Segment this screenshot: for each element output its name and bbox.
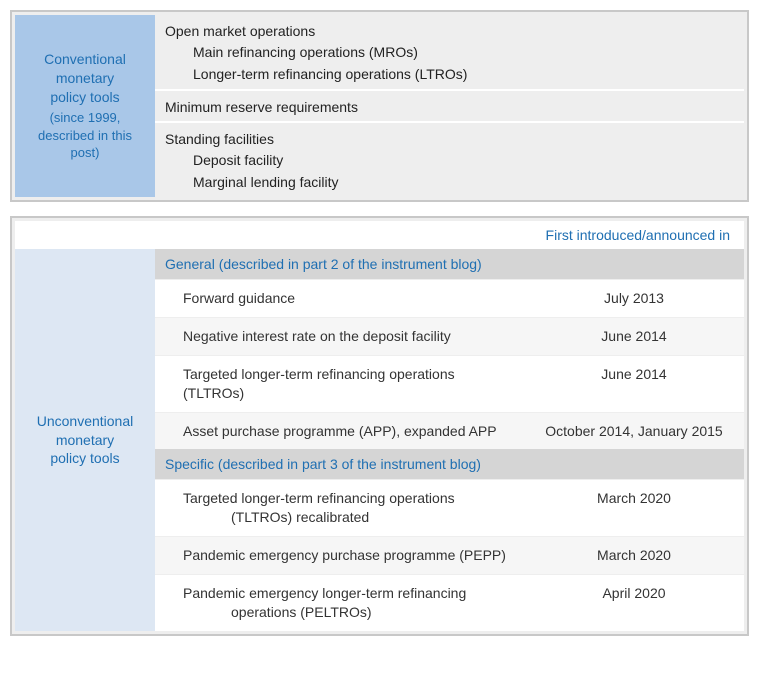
conventional-side-label: Conventional monetary policy tools (sinc… bbox=[15, 15, 155, 197]
label-subtext: described in this bbox=[38, 127, 132, 145]
row-date: March 2020 bbox=[524, 480, 744, 536]
section-title: Standing facilities bbox=[165, 129, 734, 149]
section-item: Deposit facility bbox=[165, 149, 734, 171]
label-text: monetary bbox=[38, 69, 132, 88]
section-item: Marginal lending facility bbox=[165, 171, 734, 193]
row-name-line1: Targeted longer-term refinancing operati… bbox=[183, 490, 455, 506]
section-min-reserve: Minimum reserve requirements bbox=[155, 91, 744, 121]
row-name: Targeted longer-term refinancing operati… bbox=[155, 480, 524, 536]
unconventional-side-label: Unconventional monetary policy tools bbox=[15, 249, 155, 631]
section-standing-facilities: Standing facilities Deposit facility Mar… bbox=[155, 123, 744, 197]
group-header-specific: Specific (described in part 3 of the ins… bbox=[155, 449, 744, 479]
section-open-market: Open market operations Main refinancing … bbox=[155, 15, 744, 89]
table-row: Forward guidance July 2013 bbox=[155, 279, 744, 317]
conventional-panel: Conventional monetary policy tools (sinc… bbox=[10, 10, 749, 202]
table-row: Asset purchase programme (APP), expanded… bbox=[155, 412, 744, 450]
row-name: Pandemic emergency longer-term refinanci… bbox=[155, 575, 524, 631]
section-title: Open market operations bbox=[165, 21, 734, 41]
section-item: Main refinancing operations (MROs) bbox=[165, 41, 734, 63]
row-date: April 2020 bbox=[524, 575, 744, 631]
row-name: Targeted longer-term refinancing operati… bbox=[155, 356, 524, 412]
conventional-content: Open market operations Main refinancing … bbox=[155, 15, 744, 197]
row-name: Pandemic emergency purchase programme (P… bbox=[155, 537, 524, 574]
row-name: Asset purchase programme (APP), expanded… bbox=[155, 413, 524, 450]
row-date: June 2014 bbox=[524, 356, 744, 412]
label-text: monetary bbox=[37, 431, 134, 450]
row-name: Negative interest rate on the deposit fa… bbox=[155, 318, 524, 355]
row-date: July 2013 bbox=[524, 280, 744, 317]
row-date: March 2020 bbox=[524, 537, 744, 574]
label-text: policy tools bbox=[38, 88, 132, 107]
table-row: Targeted longer-term refinancing operati… bbox=[155, 355, 744, 412]
row-date: June 2014 bbox=[524, 318, 744, 355]
column-header-date: First introduced/announced in bbox=[15, 221, 744, 249]
unconventional-panel: First introduced/announced in Unconventi… bbox=[10, 216, 749, 636]
table-row: Pandemic emergency longer-term refinanci… bbox=[155, 574, 744, 631]
label-text: policy tools bbox=[37, 449, 134, 468]
table-row: Pandemic emergency purchase programme (P… bbox=[155, 536, 744, 574]
row-name: Forward guidance bbox=[155, 280, 524, 317]
table-row: Negative interest rate on the deposit fa… bbox=[155, 317, 744, 355]
row-date: October 2014, January 2015 bbox=[524, 413, 744, 450]
row-name-line2: operations (PELTROs) bbox=[183, 603, 514, 622]
row-name-line2: (TLTROs) recalibrated bbox=[183, 508, 514, 527]
row-name-line1: Pandemic emergency longer-term refinanci… bbox=[183, 585, 466, 601]
label-subtext: (since 1999, bbox=[38, 109, 132, 127]
section-item: Longer-term refinancing operations (LTRO… bbox=[165, 63, 734, 85]
section-title: Minimum reserve requirements bbox=[165, 97, 734, 117]
label-text: Conventional bbox=[38, 50, 132, 69]
unconventional-content: General (described in part 2 of the inst… bbox=[155, 249, 744, 631]
label-text: Unconventional bbox=[37, 412, 134, 431]
label-subtext: post) bbox=[38, 144, 132, 162]
group-header-general: General (described in part 2 of the inst… bbox=[155, 249, 744, 279]
table-row: Targeted longer-term refinancing operati… bbox=[155, 479, 744, 536]
